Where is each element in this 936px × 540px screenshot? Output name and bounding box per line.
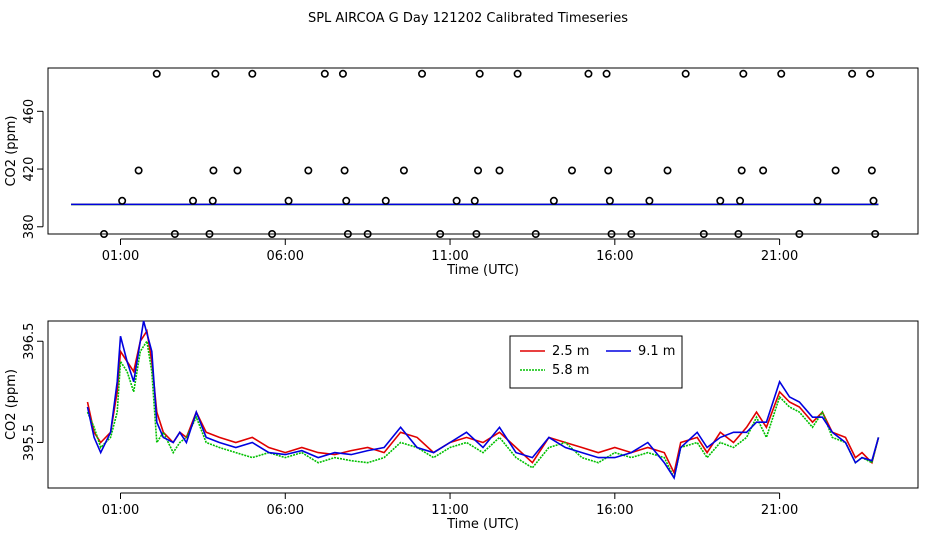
top-x-tick-label: 01:00 — [102, 249, 139, 264]
top-x-tick-label: 11:00 — [431, 249, 468, 264]
top-y-tick-label: 460 — [22, 99, 37, 124]
top-y-tick-label: 380 — [22, 214, 37, 239]
top-data-point — [338, 69, 347, 78]
top-data-point — [645, 196, 654, 205]
top-data-point — [436, 230, 445, 239]
bottom-legend: 2.5 m 5.8 m 9.1 m — [509, 335, 683, 389]
top-data-point — [205, 230, 214, 239]
top-data-point — [170, 230, 179, 239]
top-data-point — [739, 69, 748, 78]
bottom-y-tick-label: 395.5 — [22, 424, 37, 461]
top-data-point — [549, 196, 558, 205]
top-data-point — [869, 196, 878, 205]
top-data-point — [474, 166, 483, 175]
top-data-point — [866, 69, 875, 78]
top-data-point — [736, 196, 745, 205]
top-data-point — [189, 196, 198, 205]
top-data-point — [399, 166, 408, 175]
top-data-point — [759, 166, 768, 175]
top-data-point — [867, 166, 876, 175]
top-data-point — [604, 166, 613, 175]
bottom-x-tick-label: 06:00 — [267, 503, 304, 518]
top-data-point — [472, 230, 481, 239]
chart-title: SPL AIRCOA G Day 121202 Calibrated Times… — [308, 11, 628, 26]
top-data-point — [475, 69, 484, 78]
bottom-panel: 01:00 06:00 11:00 16:00 21:00 Time (UTC) 395.5… — [4, 320, 919, 532]
top-data-point — [100, 230, 109, 239]
bottom-x-axis-label: Time (UTC) — [446, 517, 519, 532]
top-data-point — [813, 196, 822, 205]
top-data-point — [663, 166, 672, 175]
top-data-point — [320, 69, 329, 78]
top-data-point — [795, 230, 804, 239]
top-data-point — [734, 230, 743, 239]
top-data-point — [513, 69, 522, 78]
bottom-x-tick-label: 01:00 — [102, 503, 139, 518]
top-data-point — [871, 230, 880, 239]
top-x-tick-label: 06:00 — [267, 249, 304, 264]
top-data-point — [343, 230, 352, 239]
top-data-point — [567, 166, 576, 175]
top-data-point — [681, 69, 690, 78]
bottom-series-line-91m — [86, 320, 880, 480]
top-x-tick-label: 16:00 — [596, 249, 633, 264]
bottom-x-tick-label: 21:00 — [761, 503, 798, 518]
top-data-point — [134, 166, 143, 175]
bottom-x-tick-label: 16:00 — [596, 503, 633, 518]
top-data-point — [363, 230, 372, 239]
top-data-point — [209, 166, 218, 175]
top-data-point — [248, 69, 257, 78]
top-data-point — [342, 196, 351, 205]
top-panel: 01:00 06:00 11:00 16:00 21:00 Time (UTC) 380 42… — [4, 67, 919, 278]
top-data-point — [208, 196, 217, 205]
bottom-series-line-58m — [86, 339, 880, 481]
top-data-point — [470, 196, 479, 205]
top-data-point — [233, 166, 242, 175]
top-data-point — [418, 69, 427, 78]
top-data-point — [699, 230, 708, 239]
top-x-axis-label: Time (UTC) — [446, 263, 519, 278]
top-data-point — [340, 166, 349, 175]
top-data-point — [284, 196, 293, 205]
top-data-point — [602, 69, 611, 78]
top-data-point — [737, 166, 746, 175]
legend-label: 9.1 m — [638, 344, 675, 359]
top-data-point — [495, 166, 504, 175]
top-data-point — [531, 230, 540, 239]
top-data-point — [304, 166, 313, 175]
top-data-point — [716, 196, 725, 205]
top-data-point — [152, 69, 161, 78]
top-data-point — [118, 196, 127, 205]
top-data-point — [831, 166, 840, 175]
top-x-tick-label: 21:00 — [761, 249, 798, 264]
legend-label: 5.8 m — [552, 363, 589, 378]
legend-label: 2.5 m — [552, 344, 589, 359]
top-data-point — [268, 230, 277, 239]
top-data-point — [607, 230, 616, 239]
top-data-point — [584, 69, 593, 78]
top-data-point — [381, 196, 390, 205]
top-y-axis-label: CO2 (ppm) — [4, 115, 19, 186]
top-data-point — [627, 230, 636, 239]
bottom-y-axis-label: CO2 (ppm) — [4, 369, 19, 440]
top-plot-frame — [47, 67, 919, 235]
top-data-point — [452, 196, 461, 205]
bottom-x-tick-label: 11:00 — [431, 503, 468, 518]
top-y-tick-label: 420 — [22, 157, 37, 182]
top-data-point — [848, 69, 857, 78]
bottom-plot-frame — [47, 320, 919, 489]
top-data-point — [777, 69, 786, 78]
bottom-y-tick-label: 396.5 — [22, 323, 37, 360]
legend-box — [509, 335, 683, 389]
top-data-point — [211, 69, 220, 78]
top-data-point — [605, 196, 614, 205]
